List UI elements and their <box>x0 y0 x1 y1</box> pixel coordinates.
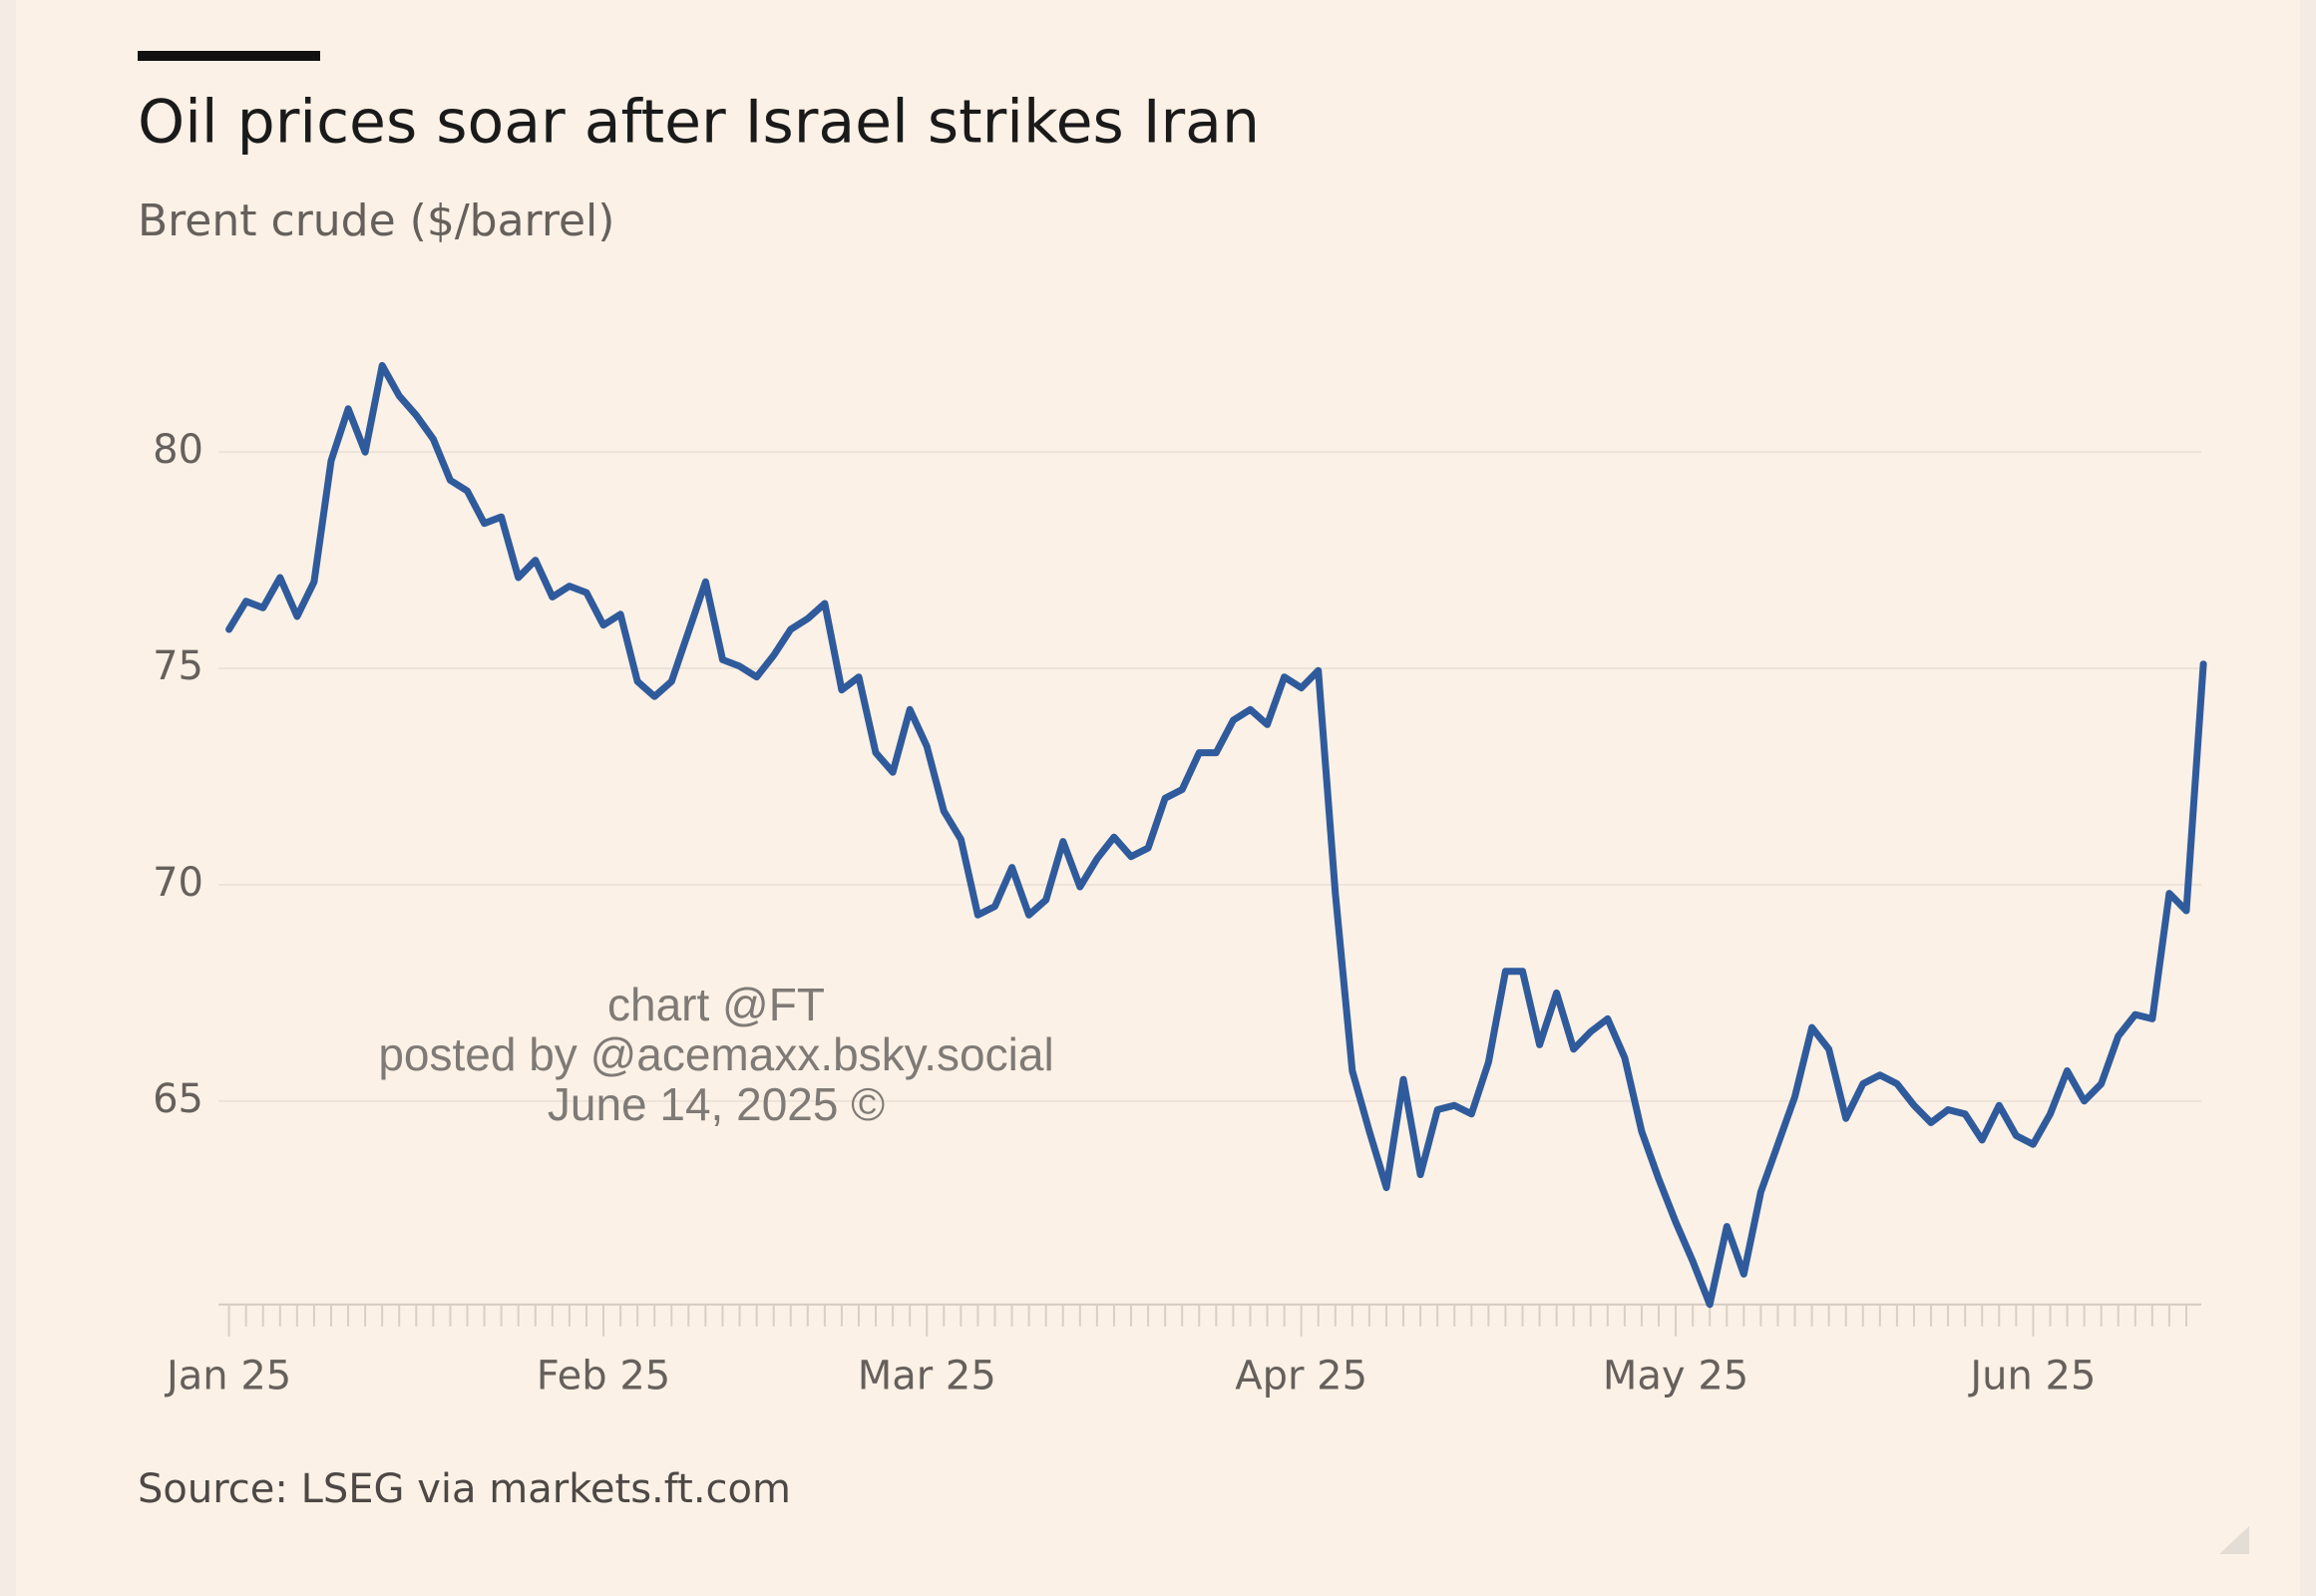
y-tick-label: 70 <box>153 860 203 906</box>
chart-title: Oil prices soar after Israel strikes Ira… <box>138 88 1260 158</box>
x-tick-label: Feb 25 <box>537 1354 670 1399</box>
source-note: Source: LSEG via markets.ft.com <box>138 1466 791 1512</box>
watermark-text: posted by @acemaxx.bsky.social <box>378 1028 1053 1080</box>
y-tick-label: 65 <box>153 1076 203 1122</box>
chart-background <box>16 0 2300 1596</box>
x-tick-label: May 25 <box>1603 1354 1748 1399</box>
price-line <box>225 361 2207 1309</box>
chart-subtitle: Brent crude ($/barrel) <box>138 196 614 246</box>
resize-corner <box>2219 1526 2249 1554</box>
x-tick-label: Jan 25 <box>164 1354 291 1399</box>
watermark-text: June 14, 2025 © <box>548 1078 885 1130</box>
y-tick-label: 75 <box>153 643 203 689</box>
watermark-text: chart @FT <box>607 979 825 1030</box>
y-tick-label: 80 <box>153 427 203 473</box>
x-tick-label: Jun 25 <box>1967 1354 2096 1399</box>
title-bar <box>138 51 320 61</box>
x-tick-label: Mar 25 <box>858 1354 996 1399</box>
x-tick-label: Apr 25 <box>1235 1354 1367 1399</box>
